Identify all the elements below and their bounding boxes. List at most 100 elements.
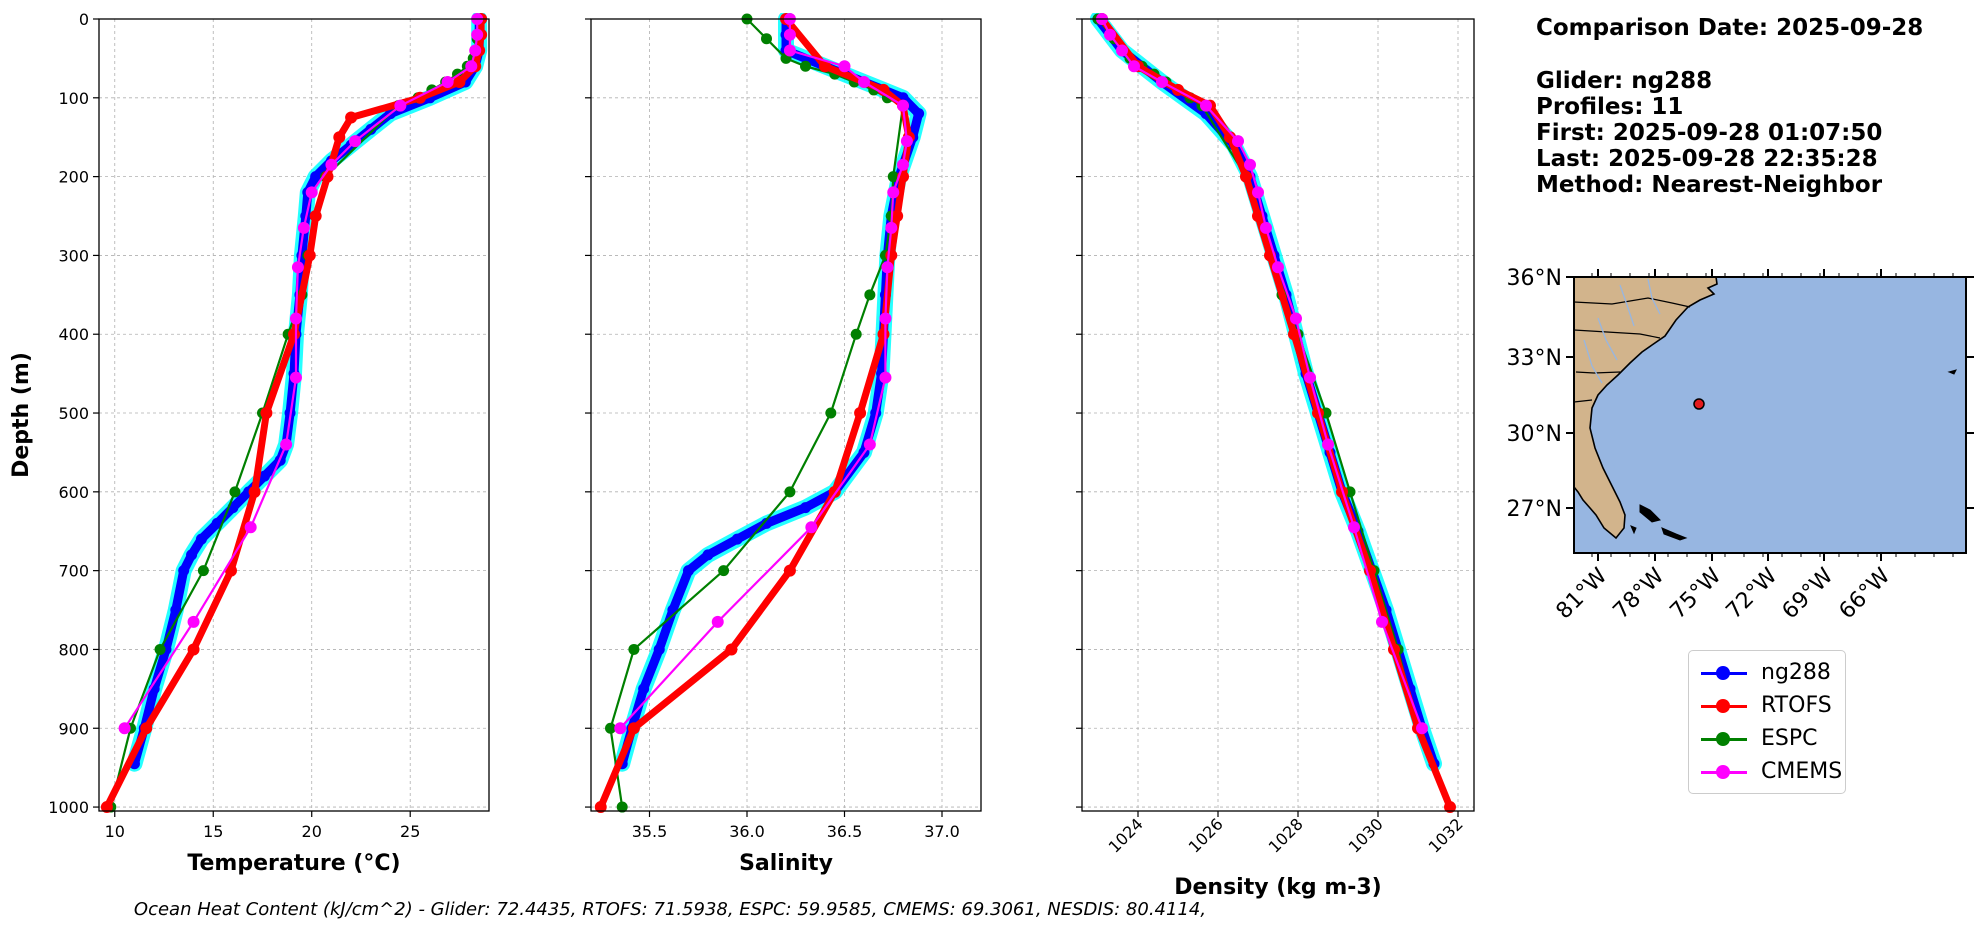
x-tick-label: 1030	[1345, 814, 1387, 856]
data-point-ng288	[186, 549, 198, 561]
map-frame	[1573, 276, 1967, 554]
y-tick-label: 900	[58, 719, 89, 738]
plot-area	[100, 13, 488, 814]
y-tick-label: 500	[58, 404, 89, 423]
plot-area	[1090, 13, 1456, 814]
data-point-cmems	[805, 521, 818, 534]
data-point-ng288	[761, 517, 772, 529]
data-point-espc	[761, 33, 772, 45]
axes-frame	[590, 18, 982, 812]
series-ng288-spread	[614, 13, 927, 772]
data-point-ng288	[731, 533, 743, 545]
lon-tick-label: 75°W	[1666, 563, 1727, 624]
data-point-ng288	[638, 683, 650, 695]
map-islands	[1630, 369, 1957, 541]
data-point-cmems	[863, 438, 876, 451]
data-point-cmems	[289, 312, 302, 325]
data-point-cmems	[187, 615, 200, 628]
data-point-rtofs	[1288, 328, 1300, 341]
data-point-cmems	[1232, 135, 1244, 148]
data-point-rtofs	[877, 328, 890, 341]
first-profile-time: First: 2025-09-28 01:07:50	[1536, 120, 1883, 146]
data-point-ng288	[683, 565, 694, 577]
y-tick-label: 1000	[48, 798, 89, 817]
profile-count: Profiles: 11	[1536, 94, 1684, 120]
data-point-cmems	[885, 221, 898, 234]
legend-marker-cmems	[1716, 765, 1730, 779]
data-point-cmems	[881, 261, 894, 274]
ocean-heat-content-footer: Ocean Heat Content (kJ/cm^2) - Glider: 7…	[133, 899, 1207, 920]
data-point-ng288	[702, 549, 714, 561]
data-point-cmems	[838, 60, 851, 73]
lat-tick-label: 30°N	[1507, 422, 1562, 447]
series-ng288-spread	[1090, 13, 1442, 772]
data-point-cmems	[349, 135, 362, 148]
data-point-cmems	[1376, 615, 1388, 628]
data-point-rtofs	[288, 328, 300, 341]
data-point-cmems	[297, 221, 310, 234]
data-point-ng288	[310, 171, 322, 183]
data-point-cmems	[441, 76, 454, 89]
data-point-cmems	[469, 44, 482, 57]
data-point-espc	[825, 407, 837, 419]
x-tick-label: 35.5	[632, 822, 668, 841]
data-point-cmems	[1200, 99, 1212, 112]
data-point-cmems	[325, 158, 338, 171]
data-point-cmems	[465, 60, 478, 73]
data-point-cmems	[1156, 76, 1168, 89]
data-point-cmems	[1260, 221, 1272, 234]
data-point-rtofs	[224, 564, 237, 577]
data-point-rtofs	[100, 801, 113, 814]
x-tick-label: 1028	[1265, 814, 1307, 856]
legend-label-cmems: CMEMS	[1761, 759, 1843, 784]
data-point-rtofs	[140, 722, 153, 735]
legend-item: CMEMS	[1689, 756, 1845, 789]
y-tick-label: 300	[58, 246, 89, 265]
data-point-cmems	[1252, 186, 1264, 199]
x-tick-label: 25	[400, 822, 420, 841]
y-tick-label: 0	[79, 10, 89, 29]
data-point-rtofs	[453, 76, 466, 89]
data-point-espc	[784, 486, 796, 498]
legend-marker-rtofs	[1716, 699, 1730, 713]
data-point-cmems	[1290, 312, 1302, 325]
y-tick-label: 600	[58, 483, 89, 502]
data-point-espc	[154, 643, 166, 655]
data-point-cmems	[783, 44, 796, 57]
data-point-rtofs	[854, 407, 867, 420]
legend-item: ng288	[1689, 657, 1845, 690]
glider-location-map: 36°N 33°N 30°N 27°N 81°W78°W75°W72°W69°W66°W	[1507, 266, 1974, 624]
data-point-cmems	[897, 158, 909, 171]
legend-item: ESPC	[1689, 723, 1845, 756]
series-ng288-line	[130, 14, 484, 769]
comparison-date: Comparison Date: 2025-09-28	[1536, 15, 1924, 41]
data-point-rtofs	[309, 210, 322, 223]
data-point-ng288	[653, 643, 665, 655]
x-tick-label: 15	[203, 822, 223, 841]
map-land	[1573, 276, 1718, 540]
data-point-rtofs	[303, 249, 316, 262]
lat-tick-label: 27°N	[1507, 497, 1562, 522]
data-point-rtofs	[345, 111, 358, 124]
data-point-cmems	[897, 99, 909, 112]
y-tick-label: 800	[58, 640, 89, 659]
data-point-espc	[864, 289, 876, 301]
data-point-cmems	[858, 76, 870, 89]
x-tick-label: 1032	[1425, 814, 1467, 856]
data-point-cmems	[783, 28, 796, 41]
x-axis-label: Salinity	[739, 851, 833, 876]
data-point-cmems	[1244, 158, 1256, 171]
data-point-cmems	[1304, 371, 1316, 384]
data-point-cmems	[394, 99, 407, 112]
plot-area	[594, 13, 927, 814]
data-point-rtofs	[594, 801, 607, 814]
legend-item: RTOFS	[1689, 690, 1845, 723]
data-point-rtofs	[725, 643, 738, 656]
data-point-cmems	[879, 312, 892, 325]
series-ng288-spread	[126, 13, 488, 772]
axes-frame	[1081, 18, 1475, 812]
x-axis-label: Temperature (°C)	[187, 851, 400, 876]
lon-tick-label: 78°W	[1609, 563, 1670, 624]
lat-tick-label: 36°N	[1507, 266, 1562, 291]
